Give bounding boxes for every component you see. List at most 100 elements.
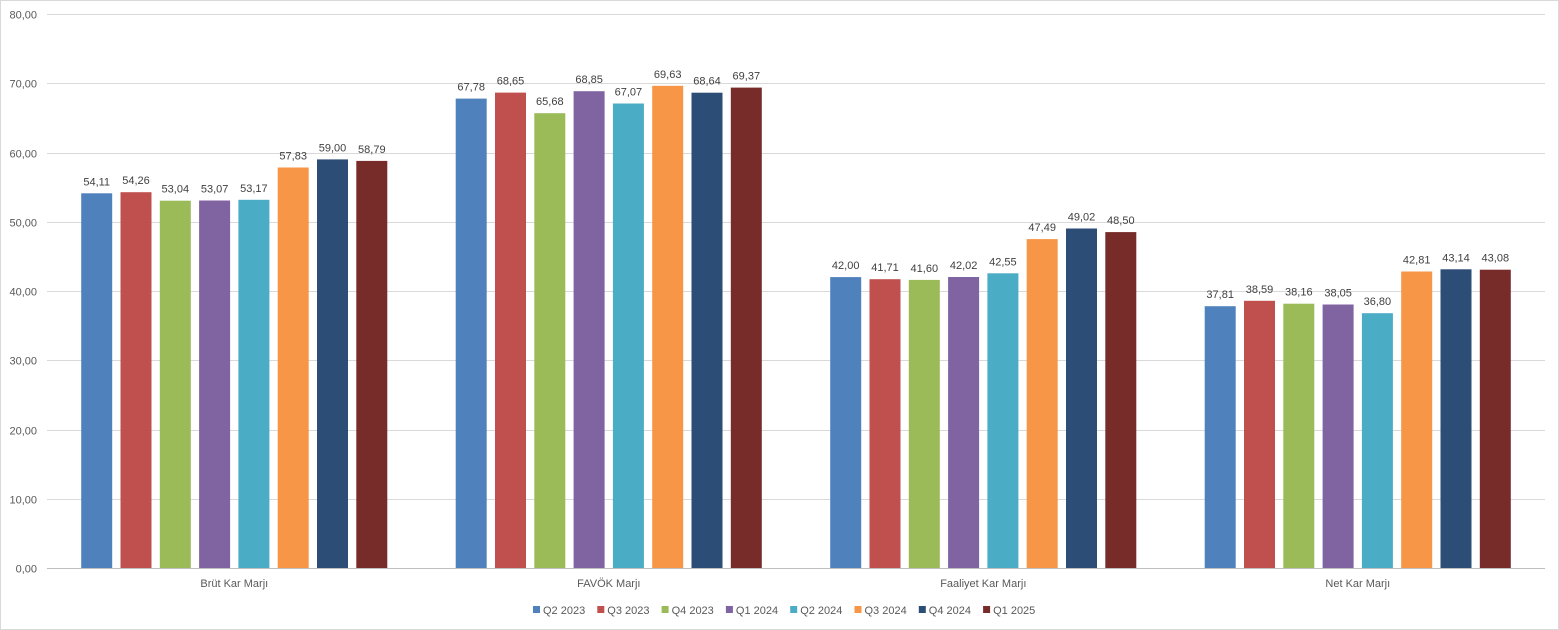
data-label: 43,08 [1482, 253, 1510, 265]
y-tick-label: 60,00 [9, 149, 37, 161]
bar [1322, 304, 1354, 568]
bar [1479, 269, 1511, 568]
data-label: 67,78 [457, 82, 485, 94]
x-axis: Brüt Kar Marjı FAVÖK Marjı Faaliyet Kar Ma… [200, 578, 1390, 590]
gridlines [47, 14, 1545, 569]
bar [987, 273, 1019, 568]
legend-entry: Q3 2024 [865, 605, 907, 617]
data-label: 38,59 [1246, 284, 1274, 296]
bar [317, 159, 348, 568]
y-axis: 0,00 10,00 20,00 30,00 40,00 50,00 60,00 70,00 8… [9, 10, 37, 576]
legend-entry: Q3 2023 [607, 605, 649, 617]
bar [81, 193, 113, 569]
legend-entry: Q2 2023 [543, 605, 585, 617]
data-label: 41,71 [871, 262, 899, 274]
data-label: 38,05 [1324, 288, 1352, 300]
bar [1440, 269, 1472, 568]
y-tick-label: 50,00 [9, 218, 37, 230]
legend-entry: Q1 2025 [993, 605, 1035, 617]
legend-swatch [983, 606, 991, 613]
data-label: 42,55 [989, 256, 1017, 268]
bar [730, 87, 762, 568]
y-tick-label: 20,00 [9, 426, 37, 438]
bar [534, 113, 566, 568]
bar [1283, 303, 1315, 568]
legend-entry: Q1 2024 [736, 605, 778, 617]
data-label: 53,04 [162, 184, 190, 196]
category-label: Brüt Kar Marjı [200, 578, 268, 590]
bar [612, 103, 644, 568]
data-label: 37,81 [1206, 289, 1234, 301]
data-labels: 54,11 54,26 53,04 53,07 53,17 57,83 59,00 58,79… [83, 69, 1509, 308]
data-label: 48,50 [1107, 215, 1135, 227]
bar [691, 92, 723, 568]
bar [238, 199, 270, 569]
data-label: 67,07 [615, 87, 643, 99]
y-tick-label: 70,00 [9, 79, 37, 91]
bar [455, 98, 487, 568]
data-label: 58,79 [358, 144, 386, 156]
bar [199, 200, 231, 568]
data-label: 65,68 [536, 96, 564, 108]
data-label: 53,17 [240, 183, 268, 195]
bar [1026, 239, 1058, 568]
bar [1244, 300, 1275, 568]
legend: Q2 2023 Q3 2023 Q4 2023 Q1 2024 Q2 2024 Q3 20… [533, 605, 1035, 617]
data-label: 43,14 [1442, 252, 1470, 264]
bar [120, 192, 152, 568]
bar [573, 91, 605, 568]
category-label: FAVÖK Marjı [577, 578, 640, 590]
bar [159, 200, 191, 568]
bar [908, 279, 940, 568]
legend-swatch [533, 606, 540, 613]
legend-swatch [918, 606, 926, 613]
data-label: 69,63 [654, 69, 682, 81]
bar [277, 167, 309, 568]
bar [1105, 232, 1137, 568]
bar [948, 277, 980, 568]
data-label: 69,37 [733, 71, 761, 83]
legend-swatch [790, 606, 798, 613]
data-label: 42,02 [950, 260, 978, 272]
data-label: 68,64 [693, 76, 721, 88]
y-tick-label: 30,00 [9, 356, 37, 368]
category-label: Net Kar Marjı [1325, 578, 1390, 590]
legend-entry: Q4 2023 [672, 605, 714, 617]
bars [81, 85, 1511, 569]
legend-swatch [597, 606, 605, 613]
data-label: 54,11 [83, 176, 110, 188]
bar [495, 92, 526, 568]
y-tick-label: 10,00 [9, 495, 37, 507]
y-tick-label: 80,00 [9, 10, 37, 22]
bar [1066, 228, 1097, 568]
data-label: 36,80 [1364, 296, 1392, 308]
data-label: 68,85 [575, 74, 603, 86]
bar [356, 160, 388, 568]
data-label: 53,07 [201, 184, 229, 196]
data-label: 57,83 [279, 151, 307, 163]
bar [1361, 313, 1393, 568]
legend-swatch [661, 606, 669, 613]
bar [830, 277, 862, 568]
data-label: 54,26 [122, 175, 150, 187]
data-label: 38,16 [1285, 287, 1313, 299]
legend-swatch [854, 606, 862, 613]
data-label: 42,81 [1403, 255, 1431, 267]
category-label: Faaliyet Kar Marjı [940, 578, 1026, 590]
legend-entry: Q4 2024 [929, 605, 971, 617]
y-tick-label: 0,00 [16, 564, 37, 576]
data-label: 59,00 [319, 142, 347, 154]
data-label: 68,65 [497, 76, 525, 88]
y-tick-label: 40,00 [9, 287, 37, 299]
legend-swatch [725, 606, 733, 613]
data-label: 42,00 [832, 260, 860, 272]
bar [1204, 306, 1236, 568]
bar [652, 85, 684, 569]
legend-entry: Q2 2024 [800, 605, 842, 617]
data-label: 49,02 [1068, 212, 1096, 224]
bar [869, 279, 901, 568]
data-label: 47,49 [1028, 222, 1056, 234]
data-label: 41,60 [911, 263, 939, 275]
bar [1401, 271, 1433, 568]
